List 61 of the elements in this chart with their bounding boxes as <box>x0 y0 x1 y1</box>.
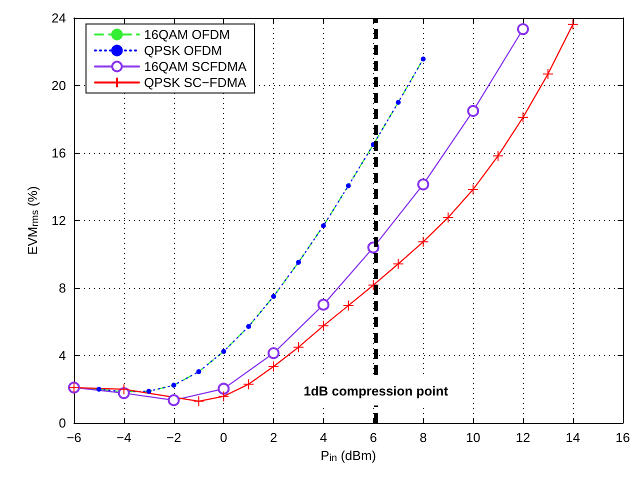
y-tick-label: 16 <box>52 146 66 160</box>
point <box>196 369 202 374</box>
point <box>542 68 554 80</box>
ref-line-label: 1dB compression point <box>304 384 449 398</box>
x-tick-label: 16 <box>616 430 630 445</box>
point <box>118 384 130 395</box>
y-tick-label: 8 <box>58 280 66 296</box>
x-tick-label: 2 <box>270 430 278 445</box>
x-tick-label: −6 <box>66 430 82 445</box>
point <box>492 150 504 162</box>
point <box>392 258 404 270</box>
legend-label: 16QAM OFDM <box>144 27 230 42</box>
y-tick-label: 12 <box>52 213 66 228</box>
point <box>171 382 176 388</box>
point <box>517 112 528 123</box>
point <box>292 342 304 353</box>
point <box>417 178 430 190</box>
point <box>368 280 379 291</box>
point <box>396 100 401 105</box>
point <box>296 260 301 265</box>
point <box>168 394 180 406</box>
y-axis-title: EVMrms (%) <box>25 186 42 255</box>
legend-label: QPSK SC−FDMA <box>144 75 247 90</box>
x-tick-label: 0 <box>220 430 228 445</box>
point <box>468 184 479 195</box>
point <box>246 324 252 329</box>
point <box>317 298 330 311</box>
x-tick-label: 10 <box>466 430 480 445</box>
x-tick-label: 6 <box>370 430 377 445</box>
point <box>268 360 280 372</box>
point <box>346 183 351 188</box>
point <box>221 348 226 354</box>
point <box>467 104 480 117</box>
y-tick-label: 24 <box>52 10 66 26</box>
point <box>268 347 280 360</box>
point <box>318 320 329 332</box>
point <box>193 396 204 407</box>
point <box>342 300 354 312</box>
x-tick-label: 4 <box>320 430 328 445</box>
point <box>567 18 578 30</box>
point <box>271 294 276 299</box>
x-tick-label: 8 <box>420 430 427 445</box>
legend-label: QPSK OFDM <box>144 43 222 58</box>
x-tick-label: 14 <box>566 430 580 445</box>
legend-label: 16QAM SCFDMA <box>144 59 247 74</box>
x-tick-label: −4 <box>116 430 132 445</box>
point <box>218 382 230 395</box>
point <box>96 386 102 392</box>
x-tick-label: −2 <box>166 430 182 445</box>
point <box>218 390 230 402</box>
y-tick-label: 0 <box>58 416 66 430</box>
point <box>146 388 152 394</box>
point <box>517 23 529 36</box>
point <box>320 223 326 228</box>
point <box>418 236 429 248</box>
point <box>442 212 454 223</box>
point <box>243 378 254 390</box>
x-tick-label: 12 <box>516 430 530 445</box>
point <box>420 56 426 62</box>
y-tick-label: 4 <box>58 348 66 363</box>
y-tick-label: 20 <box>52 78 66 93</box>
